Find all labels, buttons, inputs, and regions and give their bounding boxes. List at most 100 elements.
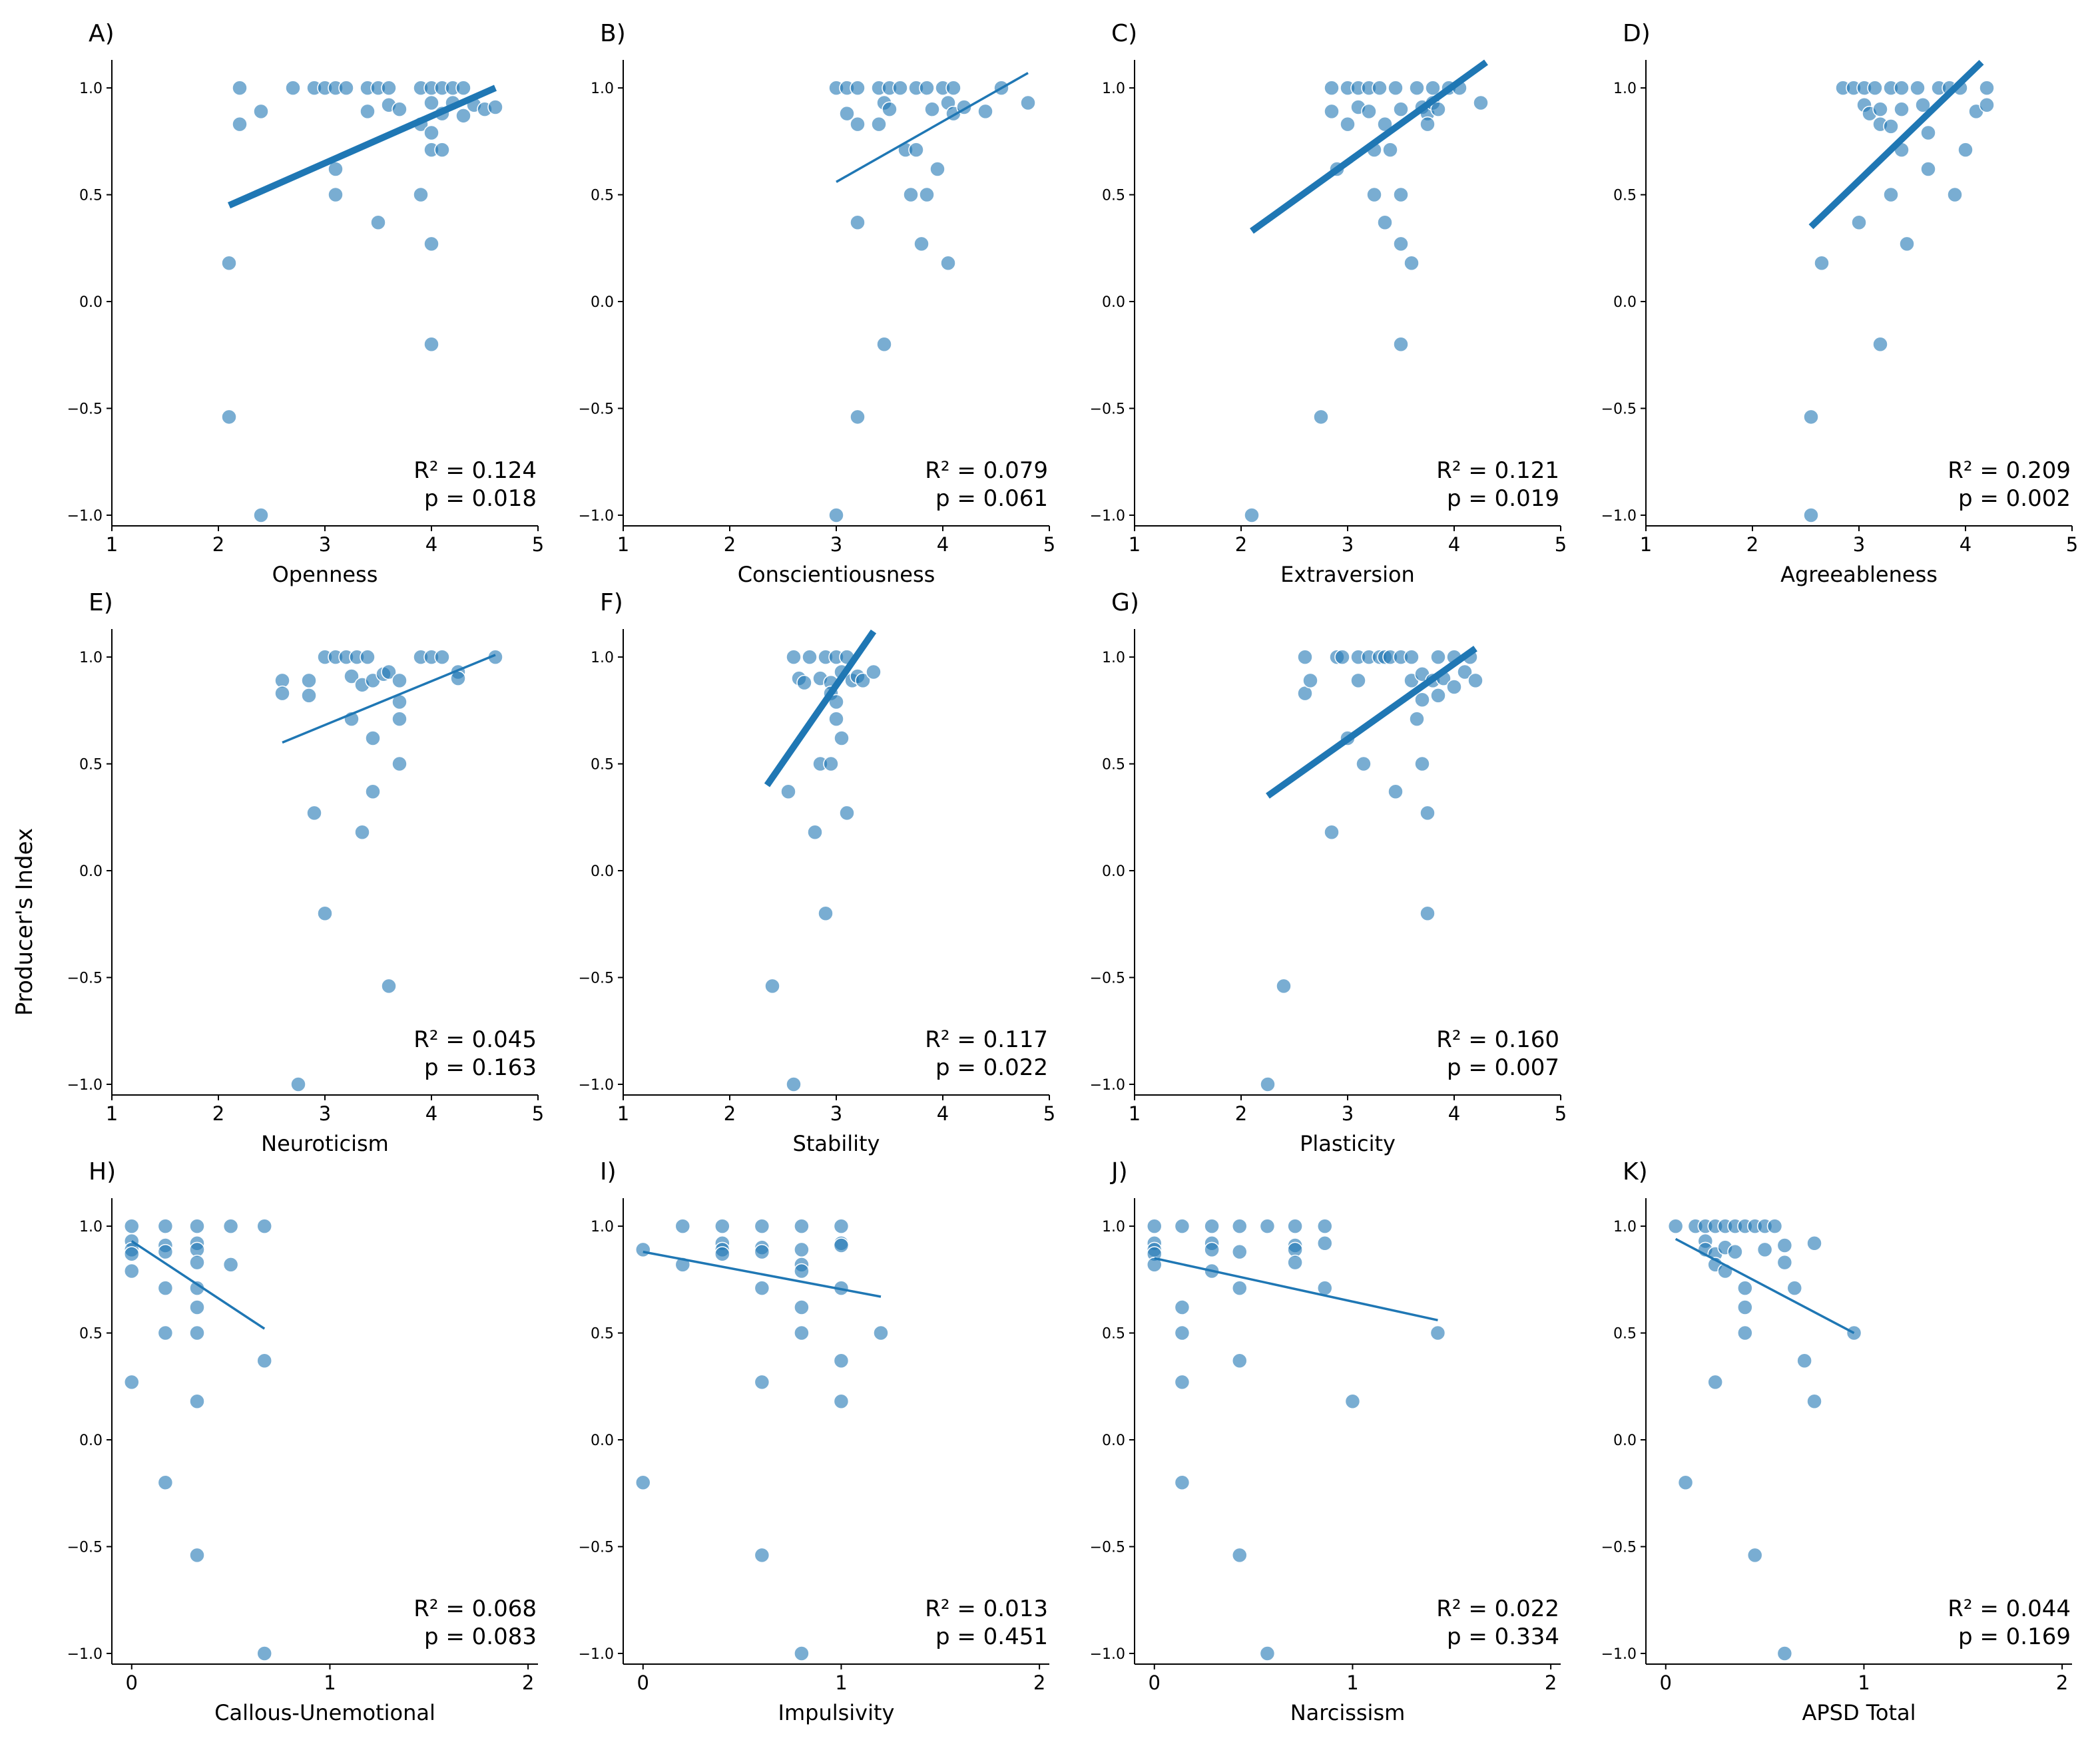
- data-point: [850, 80, 866, 96]
- data-point: [381, 664, 397, 680]
- data-point: [306, 805, 322, 821]
- x-tick-label: 5: [1555, 533, 1567, 556]
- data-point: [1473, 95, 1489, 111]
- p-value-label: p = 0.169: [1958, 1624, 2071, 1650]
- panel-label: C): [1111, 20, 1137, 47]
- y-tick-label: 0.0: [591, 1432, 614, 1449]
- data-point: [754, 1374, 770, 1391]
- data-point: [794, 1218, 810, 1234]
- data-point: [833, 1218, 850, 1234]
- y-axis-label: Producer's Index: [11, 828, 38, 1016]
- panel-label: J): [1110, 1158, 1128, 1186]
- y-tick-label: −1.0: [67, 1077, 103, 1094]
- data-point: [1677, 1474, 1694, 1490]
- data-point: [1260, 1076, 1276, 1092]
- y-tick-label: 0.5: [79, 188, 103, 204]
- y-tick-label: −1.0: [579, 1646, 614, 1663]
- data-point: [189, 1325, 205, 1341]
- x-tick-label: 3: [830, 533, 842, 556]
- x-tick-label: 1: [106, 533, 118, 556]
- regression-line: [227, 85, 497, 209]
- p-value-label: p = 0.334: [1447, 1624, 1559, 1650]
- r-squared-label: R² = 0.160: [1436, 1026, 1559, 1053]
- data-point: [1920, 124, 1936, 141]
- x-tick-label: 1: [324, 1671, 336, 1694]
- data-point: [1430, 101, 1446, 117]
- data-point: [674, 1218, 691, 1234]
- data-point: [1404, 649, 1420, 665]
- data-point: [780, 783, 796, 800]
- data-point: [1350, 672, 1366, 689]
- p-value-label: p = 0.022: [935, 1054, 1048, 1081]
- regression-line: [1154, 1257, 1438, 1322]
- data-point: [381, 978, 397, 994]
- data-point: [434, 649, 450, 665]
- r-squared-label: R² = 0.013: [925, 1596, 1048, 1622]
- data-point: [381, 80, 397, 96]
- data-point: [1244, 507, 1260, 523]
- data-point: [807, 824, 823, 841]
- panel-label: I): [600, 1158, 617, 1186]
- data-point: [221, 409, 237, 425]
- regression-line: [836, 72, 1029, 183]
- x-tick-label: 5: [1043, 533, 1055, 556]
- data-point: [876, 336, 892, 352]
- data-point: [344, 668, 360, 684]
- data-point: [714, 1246, 730, 1262]
- data-point: [232, 116, 248, 132]
- r-squared-label: R² = 0.079: [925, 457, 1048, 484]
- data-point: [1894, 80, 1910, 96]
- panel-j: J) −1.0 −0.5 0.0 0.5 1.0 0 1 2 Narcissism R² = 0.0…: [1090, 1158, 1561, 1725]
- data-point: [1317, 1218, 1333, 1234]
- data-point: [828, 711, 844, 727]
- data-point: [1457, 664, 1473, 680]
- x-tick-label: 4: [1448, 1102, 1460, 1125]
- data-point: [1727, 1243, 1743, 1260]
- p-value-label: p = 0.163: [424, 1054, 537, 1081]
- x-axis-label: Extraversion: [1280, 562, 1415, 587]
- regression-line: [764, 629, 877, 787]
- data-point: [834, 730, 850, 746]
- data-point: [839, 105, 855, 122]
- data-point: [929, 161, 945, 177]
- x-tick-label: 1: [1129, 533, 1141, 556]
- data-point: [338, 80, 354, 96]
- x-tick-label: 3: [319, 533, 331, 556]
- data-point: [1707, 1374, 1723, 1391]
- data-point: [1340, 116, 1356, 132]
- data-point: [1958, 142, 1973, 158]
- x-tick-label: 0: [126, 1671, 138, 1694]
- data-point: [1737, 1299, 1753, 1315]
- data-point: [392, 101, 407, 117]
- x-tick-label: 2: [212, 1102, 224, 1125]
- y-tick-label: 0.5: [1613, 188, 1637, 204]
- r-squared-label: R² = 0.124: [413, 457, 537, 484]
- x-tick-label: 1: [1640, 533, 1652, 556]
- y-tick-label: 0.5: [1102, 1326, 1125, 1343]
- x-axis-label: Plasticity: [1300, 1131, 1396, 1156]
- panel-e: E) −1.0 −0.5 0.0 0.5 1.0 1 2 3 4 5 Neuroticism R² = …: [67, 589, 545, 1156]
- data-point: [1420, 805, 1436, 821]
- data-point: [1232, 1280, 1248, 1296]
- data-point: [1883, 186, 1899, 203]
- x-tick-label: 2: [2056, 1671, 2068, 1694]
- x-tick-label: 0: [1149, 1671, 1161, 1694]
- p-value-label: p = 0.018: [424, 485, 537, 512]
- data-point: [1313, 409, 1329, 425]
- r-squared-label: R² = 0.121: [1436, 457, 1559, 484]
- data-point: [1430, 649, 1446, 665]
- x-tick-label: 2: [1033, 1671, 1045, 1694]
- panel-label: E): [89, 589, 113, 616]
- data-point: [919, 186, 935, 203]
- panel-label: H): [89, 1158, 116, 1186]
- panel-k: K) −1.0 −0.5 0.0 0.5 1.0 0 1 2 APSD Total R² = 0.0…: [1601, 1158, 2072, 1725]
- data-point: [873, 1325, 889, 1341]
- x-tick-label: 3: [319, 1102, 331, 1125]
- panel-label: K): [1623, 1158, 1648, 1186]
- y-tick-label: 0.5: [1613, 1326, 1637, 1343]
- data-point: [423, 236, 439, 252]
- data-point: [317, 905, 333, 921]
- r-squared-label: R² = 0.117: [925, 1026, 1048, 1053]
- data-point: [786, 649, 802, 665]
- data-point: [754, 1547, 770, 1564]
